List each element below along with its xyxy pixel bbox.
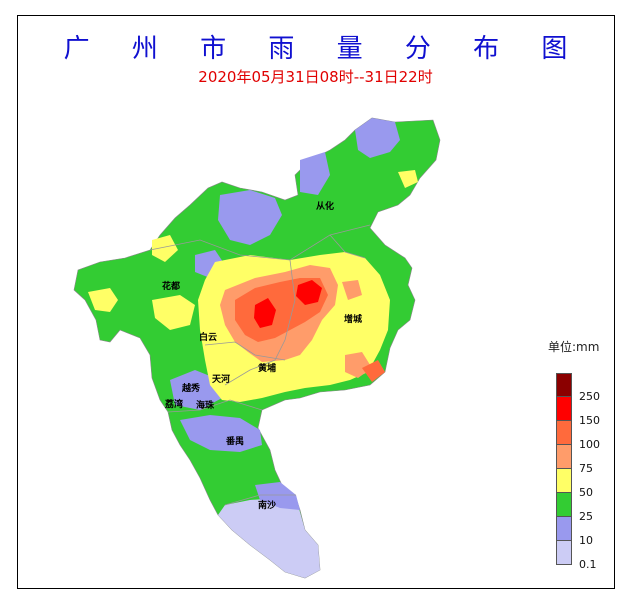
legend-swatch-0.1 (556, 541, 572, 565)
district-label-tianhe: 天河 (212, 373, 230, 385)
rain-zone-10-e (180, 415, 262, 452)
district-label-baiyun: 白云 (199, 331, 217, 343)
district-label-zengcheng: 增城 (344, 313, 362, 325)
district-label-yuexiu: 越秀 (181, 382, 200, 394)
district-label-huangpu: 黄埔 (258, 362, 276, 374)
district-boundaries (149, 224, 371, 506)
rain-zone-10-c (218, 190, 282, 245)
rain-zone-50-c (152, 295, 195, 330)
legend-swatch-150 (556, 397, 572, 421)
legend-swatch-50 (556, 469, 572, 493)
legend-label-50: 50 (579, 486, 593, 499)
rain-zone-150-a (254, 298, 276, 328)
rain-zone-10-f (255, 482, 300, 510)
legend-unit-label: 单位:mm (548, 340, 600, 354)
map-title: 广 州 市 雨 量 分 布 图 (63, 34, 585, 64)
rainfall-legend (556, 373, 572, 565)
legend-label-75: 75 (579, 462, 593, 475)
legend-label-25: 25 (579, 510, 593, 523)
rain-zone-75-b (342, 280, 362, 300)
legend-swatch-10 (556, 517, 572, 541)
district-label-conghua: 从化 (316, 200, 334, 212)
rain-zone-50-e (398, 170, 418, 188)
legend-swatch-25 (556, 493, 572, 517)
map-subtitle: 2020年05月31日08时--31日22时 (198, 68, 433, 86)
legend-swatch-75 (556, 445, 572, 469)
legend-label-0.1: 0.1 (579, 558, 597, 571)
district-label-huadu: 花都 (162, 280, 180, 292)
rain-zone-150-b (296, 280, 322, 305)
rain-zone-10-a (355, 118, 400, 158)
district-label-panyu: 番禺 (225, 435, 244, 447)
legend-label-100: 100 (579, 438, 600, 451)
legend-swatch-100 (556, 421, 572, 445)
legend-label-250: 250 (579, 390, 600, 403)
legend-label-10: 10 (579, 534, 593, 547)
rain-zone-50-d (152, 235, 178, 262)
rain-zone-50-b (88, 288, 118, 312)
district-label-nansha: 南沙 (258, 499, 276, 511)
rain-zone-0-1 (218, 498, 320, 578)
legend-swatch-250 (556, 373, 572, 397)
rain-zone-100-b (362, 360, 385, 382)
legend-label-150: 150 (579, 414, 600, 427)
district-label-liwan: 荔湾 (164, 398, 183, 410)
rain-zone-10-b (300, 152, 330, 195)
district-label-haizhu: 海珠 (196, 399, 215, 411)
